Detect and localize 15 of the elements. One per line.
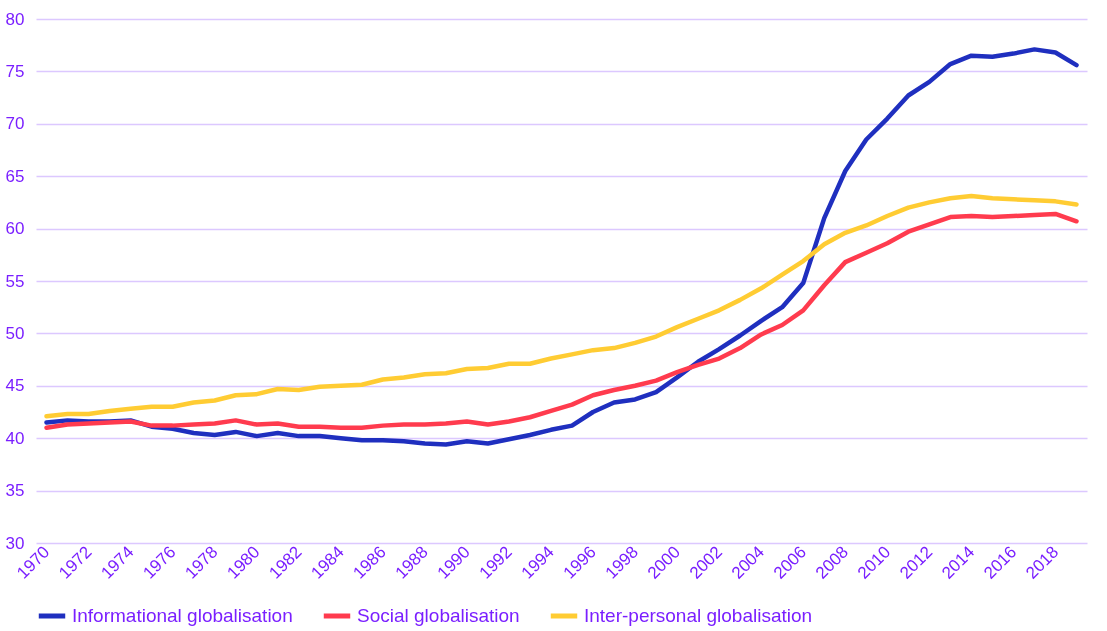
y-tick-label: 40 <box>5 428 25 448</box>
y-tick-label: 45 <box>5 376 25 396</box>
y-tick-label: 70 <box>5 114 25 134</box>
line-series <box>44 47 1079 447</box>
y-tick-label: 35 <box>5 481 25 501</box>
y-tick-label: 55 <box>5 271 25 291</box>
legend-label: Social globalisation <box>357 605 520 626</box>
y-tick-label: 65 <box>5 166 25 186</box>
y-tick-label: 30 <box>5 533 25 553</box>
y-tick-label: 60 <box>5 219 25 239</box>
y-tick-label: 75 <box>5 61 25 81</box>
legend-label: Informational globalisation <box>72 605 293 626</box>
legend-label: Inter-personal globalisation <box>584 605 813 626</box>
y-tick-label: 80 <box>5 9 25 29</box>
y-tick-label: 50 <box>5 323 25 343</box>
